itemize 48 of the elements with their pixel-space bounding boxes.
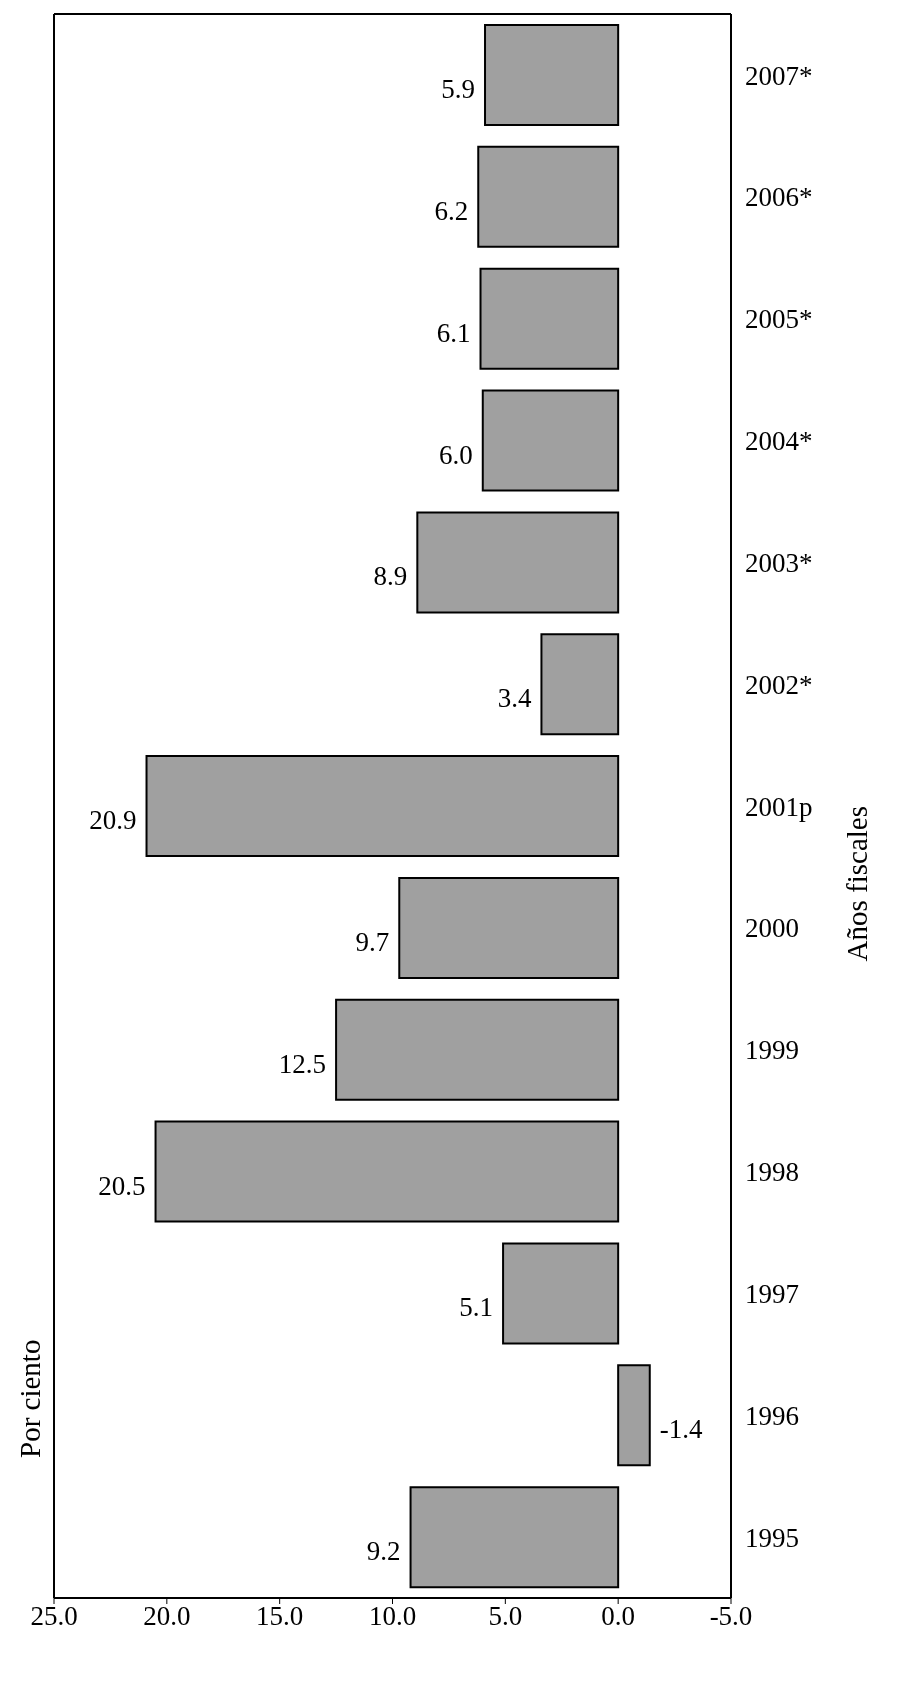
y-tick-label: 2007* [745, 60, 813, 91]
data-label: 8.9 [373, 561, 408, 592]
x-tick-label: 5.0 [488, 1601, 523, 1632]
data-label: 12.5 [278, 1048, 327, 1079]
x-tick-label: 0.0 [601, 1601, 636, 1632]
y-tick-label: 2001p [745, 791, 813, 822]
data-label: 5.1 [459, 1292, 494, 1323]
x-tick-label: 15.0 [256, 1601, 304, 1632]
data-label: -1.4 [659, 1414, 703, 1445]
data-label: 6.1 [436, 317, 471, 348]
y-axis-title: Años fiscales [841, 806, 874, 962]
y-tick-label: 1995 [745, 1522, 799, 1553]
text: Por ciento [14, 1339, 46, 1458]
data-label: 3.4 [497, 683, 532, 714]
y-tick-label: 2003* [745, 547, 813, 578]
data-label: 20.5 [98, 1170, 146, 1201]
y-tick-label: 1996 [745, 1400, 799, 1431]
x-tick-label: 25.0 [30, 1601, 78, 1632]
x-tick-label: 10.0 [368, 1601, 417, 1632]
bar [481, 389, 620, 492]
bar [416, 511, 620, 614]
bar [617, 1364, 651, 1467]
x-tick-label: -5.0 [709, 1601, 753, 1632]
data-label: 9.2 [366, 1536, 401, 1567]
bar [477, 145, 620, 248]
bar [335, 998, 620, 1101]
bar [409, 1486, 620, 1589]
bar [145, 755, 620, 858]
y-tick-label: 1997 [745, 1278, 799, 1309]
y-tick-label: 2002* [745, 669, 813, 700]
bar [479, 267, 620, 370]
y-tick-label: 2000 [745, 913, 799, 944]
data-label: 6.2 [434, 195, 469, 226]
data-label: 6.0 [439, 439, 473, 470]
bar [154, 1120, 620, 1223]
x-tick-label: 20.0 [143, 1601, 191, 1632]
data-label: 20.9 [89, 805, 137, 836]
y-tick-label: 2005* [745, 304, 813, 335]
y-tick-label: 1999 [745, 1035, 799, 1066]
bar [484, 24, 620, 126]
data-label: 5.9 [441, 74, 476, 104]
y-tick-label: 2004* [745, 426, 813, 457]
y-tick-label: 1998 [745, 1157, 799, 1188]
bar [398, 876, 620, 979]
data-label: 9.7 [355, 926, 390, 957]
bar [540, 633, 620, 736]
bar [502, 1242, 620, 1345]
y-tick-label: 2006* [745, 182, 813, 213]
